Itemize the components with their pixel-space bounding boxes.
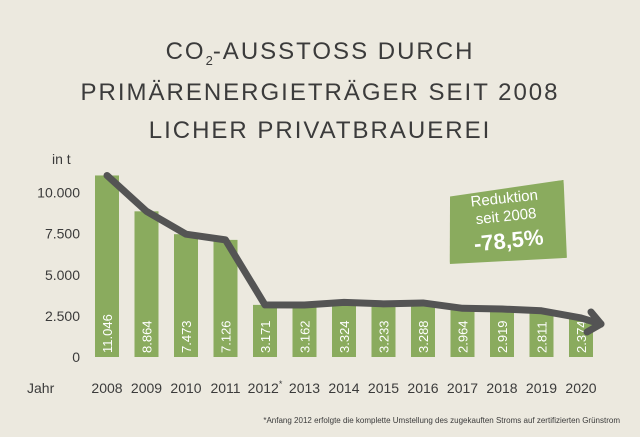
- x-tick-label: 2019: [526, 380, 557, 396]
- x-tick-label: 2008: [91, 380, 122, 396]
- x-tick-label: 2010: [170, 380, 201, 396]
- bar-value-label: 7.126: [219, 320, 234, 353]
- bar-value-label: 7.473: [179, 320, 194, 353]
- bar-2018: [490, 309, 514, 357]
- bar-2019: [529, 310, 554, 357]
- y-axis-unit-label: in t: [52, 151, 71, 167]
- trend-line: [103, 171, 605, 328]
- y-tick-label: 10.000: [37, 185, 80, 201]
- chart-title-line1: CO2-AUSSTOSS DURCH: [165, 38, 475, 68]
- x-tick-label: 2009: [131, 380, 162, 396]
- bar-value-label: 2.374: [574, 320, 589, 353]
- x-tick-label: 2017: [447, 380, 478, 396]
- x-tick-label: 2011: [210, 380, 240, 396]
- bar-value-label: 3.288: [416, 320, 431, 353]
- x-axis-label: Jahr: [27, 380, 55, 396]
- bar-value-label: 3.171: [258, 320, 273, 353]
- x-tick-label: 2012*: [248, 379, 283, 396]
- bar-2017: [450, 308, 475, 357]
- bar-2013: [292, 305, 317, 357]
- x-tick-label: 2020: [565, 380, 596, 396]
- x-tick-label: 2015: [368, 380, 399, 396]
- bar-value-label: 2.964: [456, 320, 471, 353]
- trend-arrowhead: [583, 308, 605, 336]
- bar-2010: [174, 234, 198, 357]
- bar-2008: [95, 175, 119, 357]
- x-tick-label: 2013: [289, 380, 320, 396]
- y-tick-label: 7.500: [45, 226, 80, 242]
- bar-value-label: 2.811: [535, 321, 550, 353]
- bar-2009: [134, 211, 159, 357]
- reduction-badge: Reduktion seit 2008 -78,5%: [442, 180, 571, 270]
- x-tick-label: 2016: [407, 380, 438, 396]
- y-tick-label: 2.500: [45, 308, 80, 324]
- y-tick-label: 0: [72, 349, 80, 365]
- x-tick-label: 2018: [486, 380, 517, 396]
- chart-title-line3: LICHER PRIVATBRAUEREI: [148, 117, 492, 144]
- bar-2020: [569, 317, 593, 357]
- bar-2014: [332, 302, 356, 357]
- bar-value-label: 3.324: [337, 320, 352, 353]
- chart-title-line2: PRIMÄRENERGIETRÄGER SEIT 2008: [80, 79, 560, 106]
- bar-2015: [371, 303, 396, 357]
- bar-value-label: 11.046: [100, 314, 115, 353]
- x-tick-label: 2014: [328, 380, 359, 396]
- bar-value-label: 8.864: [140, 320, 155, 353]
- bar-value-label: 3.162: [298, 320, 313, 353]
- bar-value-label: 3.233: [377, 320, 392, 353]
- bar-value-label: 2.919: [495, 320, 510, 353]
- footnote: *Anfang 2012 erfolgte die komplette Umst…: [263, 416, 620, 425]
- y-tick-label: 5.000: [45, 267, 80, 283]
- bar-2012: [253, 304, 277, 357]
- bar-2016: [411, 302, 435, 357]
